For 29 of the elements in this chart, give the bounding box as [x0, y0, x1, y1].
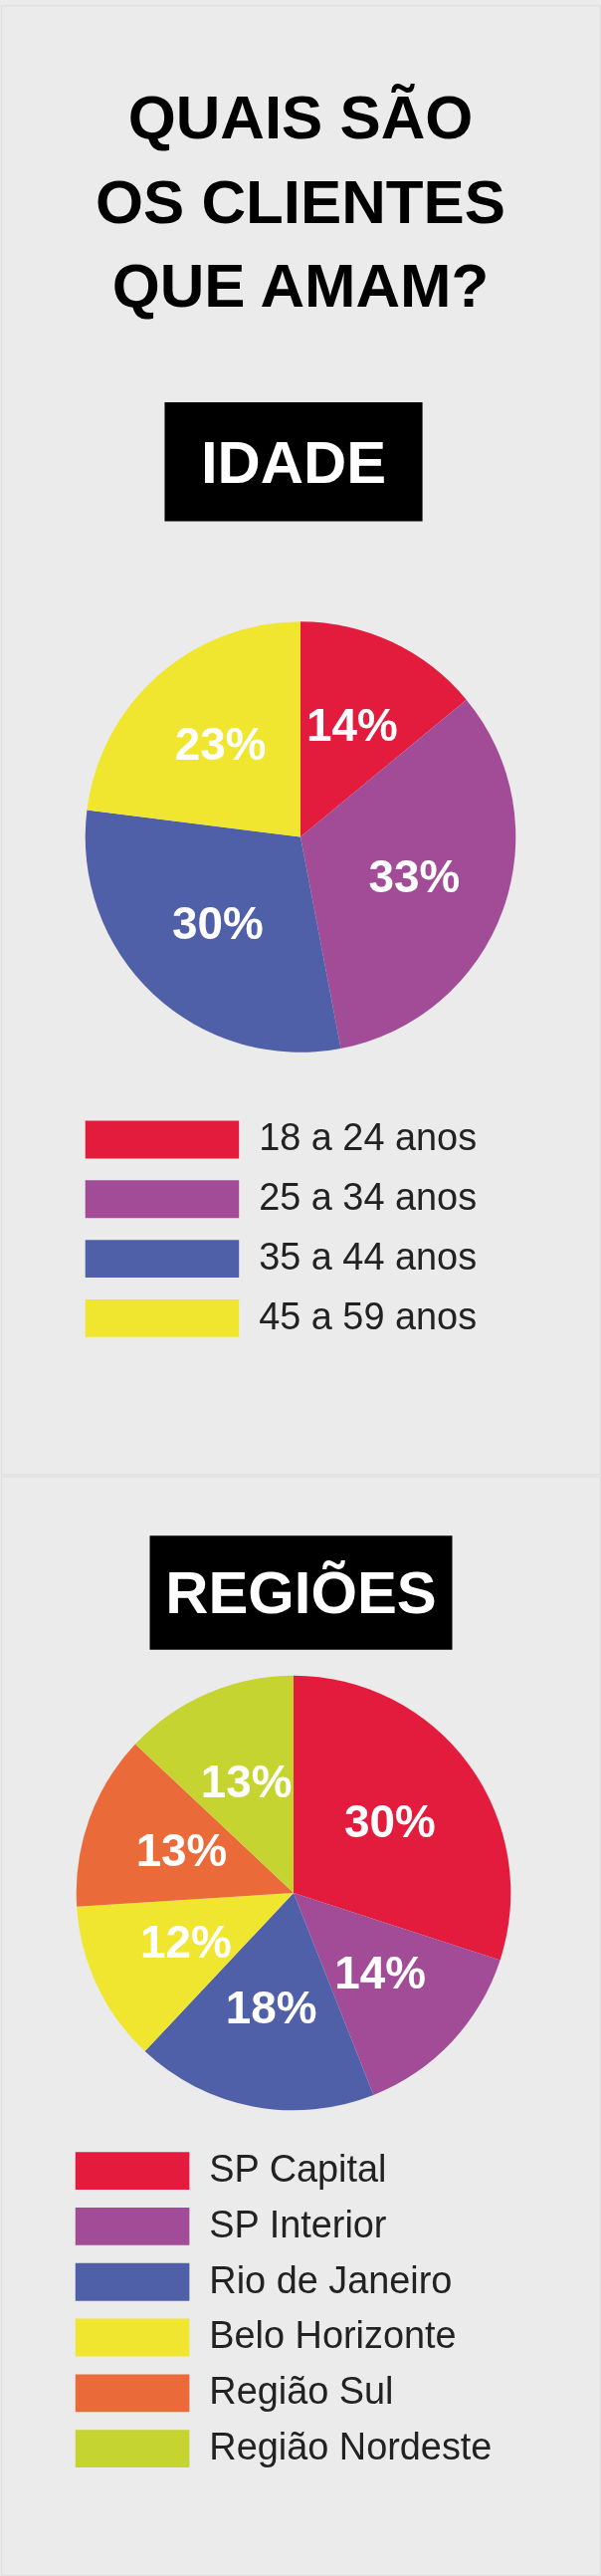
data-label: 30% [171, 898, 264, 950]
legend-label: 25 a 34 anos [259, 1176, 478, 1219]
legend-label: 18 a 24 anos [259, 1116, 478, 1159]
chart-subtitle: IDADE [200, 428, 387, 496]
legend-label: SP Interior [209, 2203, 387, 2245]
pie-slice [300, 699, 516, 1049]
data-label: 12% [139, 1916, 232, 1968]
legend-label: Belo Horizonte [209, 2314, 457, 2357]
chart-subtitle: REGIÕES [165, 1559, 437, 1627]
data-label: 30% [343, 1795, 436, 1847]
pie-slice [134, 1675, 295, 1893]
data-label: 33% [368, 850, 461, 902]
data-label: 18% [225, 1983, 317, 2034]
legend-label: Região Nordeste [209, 2426, 493, 2468]
legend-label: Rio de Janeiro [209, 2258, 453, 2301]
pie-slice [87, 621, 300, 837]
data-label: 13% [135, 1825, 228, 1877]
pie-slice [300, 621, 467, 837]
data-label: 14% [334, 1947, 427, 1998]
pie-slice [77, 1744, 295, 1907]
chart-title: QUAIS SÃO OS CLIENTES QUE AMAM? [96, 82, 505, 321]
legend-label: 45 a 59 anos [259, 1294, 478, 1337]
data-label: 14% [305, 700, 398, 752]
legend-label: 35 a 44 anos [259, 1236, 478, 1279]
data-label: 23% [174, 719, 267, 771]
data-label: 13% [200, 1756, 293, 1808]
legend-label: SP Capital [209, 2148, 387, 2191]
legend-label: Região Sul [209, 2370, 394, 2413]
pie-slice [85, 810, 341, 1053]
